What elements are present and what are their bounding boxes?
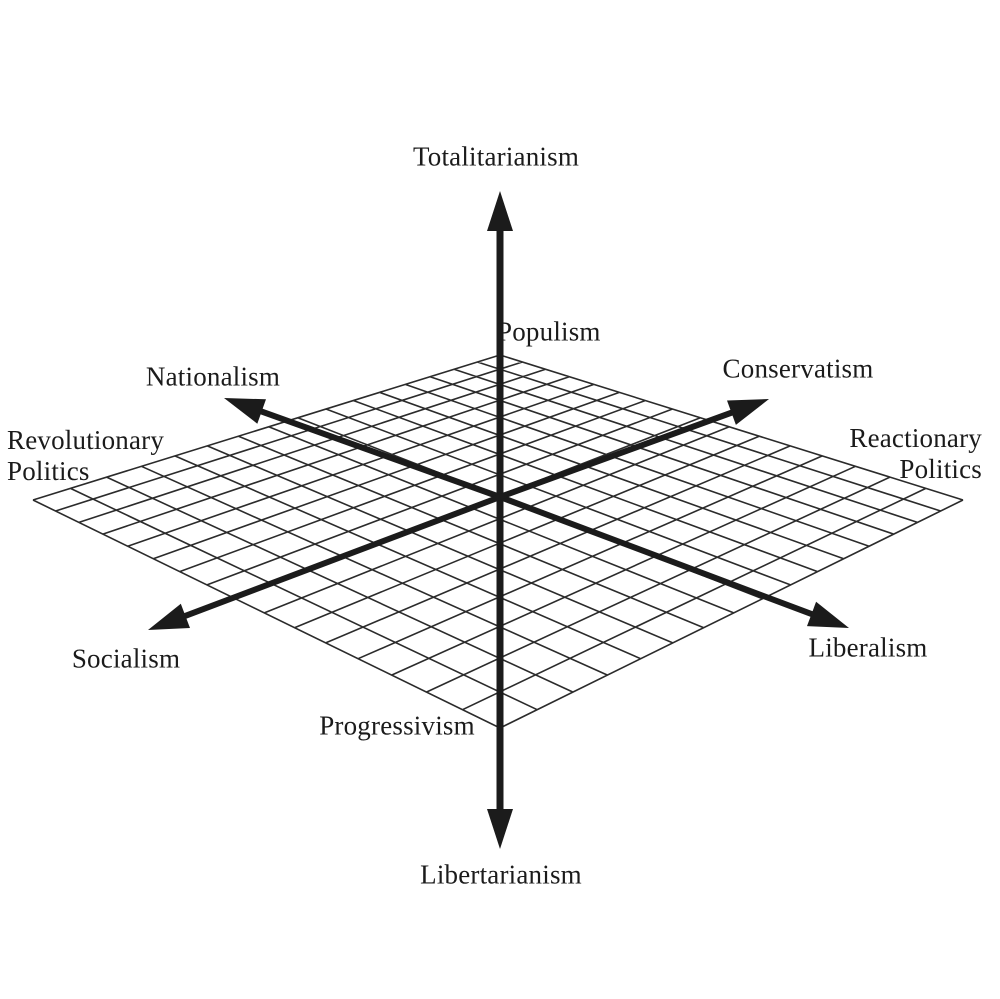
arrowhead-nationalism [224, 398, 266, 424]
axis-label-nationalism: Nationalism [145, 361, 281, 392]
plane-label-reactionary-politics: Reactionary Politics [849, 423, 982, 484]
arrowhead-libertarianism [487, 809, 513, 849]
arrowhead-liberalism [807, 601, 849, 628]
arrowhead-conservatism [727, 399, 769, 425]
arrowhead-socialism [148, 603, 190, 630]
plane-label-revolutionary-politics: Revolutionary Politics [7, 425, 165, 486]
axis-label-totalitarianism: Totalitarianism [412, 141, 580, 172]
plane-label-progressivism: Progressivism [319, 710, 475, 741]
axis-label-conservatism: Conservatism [722, 353, 874, 384]
axis-label-socialism: Socialism [71, 643, 181, 674]
arrowhead-totalitarianism [487, 191, 513, 231]
axis-label-liberalism: Liberalism [808, 632, 928, 663]
plane-label-populism: Populism [497, 316, 601, 347]
axis-label-libertarianism: Libertarianism [420, 859, 582, 890]
